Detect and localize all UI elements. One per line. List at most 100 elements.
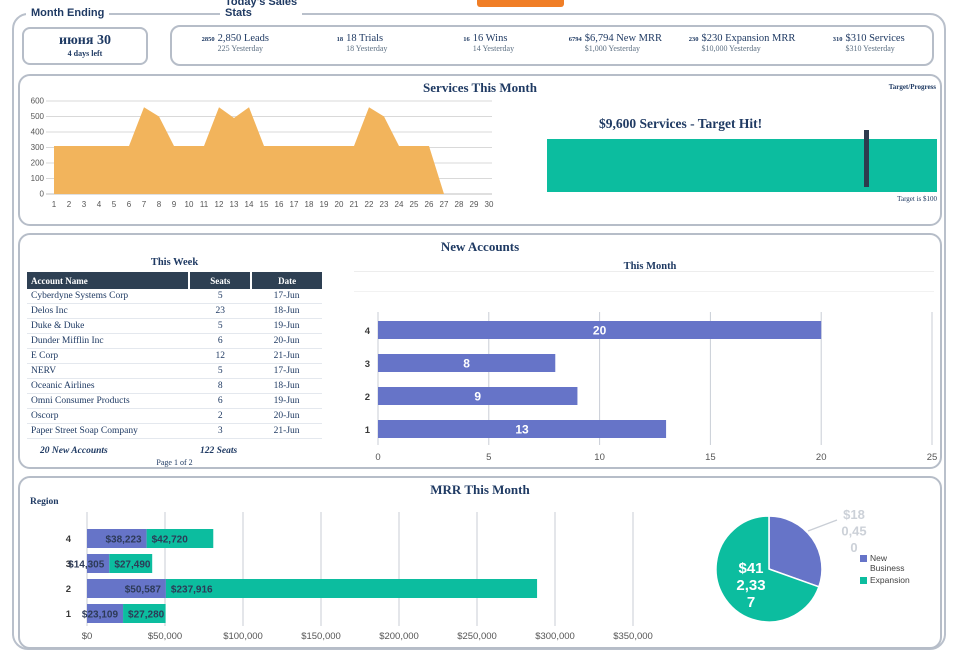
svg-text:$100,000: $100,000 [223,631,263,642]
svg-text:21: 21 [350,200,359,209]
svg-text:20: 20 [335,200,344,209]
account-name: Delos Inc [27,303,190,319]
month-ending-date: июня 30 [59,33,111,48]
svg-text:$237,916: $237,916 [171,585,213,596]
services-progress-bar [547,139,937,192]
bar-segment-expansion [123,604,166,623]
kpi-item: 18 18 Trials 18 Yesterday [299,27,426,64]
svg-text:16: 16 [275,200,284,209]
bar [378,321,822,339]
kpi-label: 18 Trials [346,33,384,44]
date: 17-Jun [251,363,322,379]
new-accounts-section: New Accounts This Week This Month Accoun… [18,233,942,469]
svg-text:$38,223: $38,223 [105,535,142,546]
bar [378,387,578,405]
kpi-mini-value: 6794 [568,36,582,43]
this-month-label: This Month [623,261,677,272]
svg-text:2: 2 [66,584,71,595]
svg-text:8: 8 [157,200,162,209]
svg-text:20: 20 [593,324,607,338]
legend-item: New Business [860,553,938,573]
svg-text:18: 18 [305,200,314,209]
account-name: Oscorp [27,408,190,424]
svg-text:500: 500 [31,112,45,121]
kpi-label: $230 Expansion MRR [701,33,796,44]
kpi-item: 310 $310 Services $310 Yesterday [805,27,932,64]
kpi-mini-value: 230 [688,36,699,43]
svg-text:$350,000: $350,000 [613,631,653,642]
kpi-label: $6,794 New MRR [584,33,662,44]
mrr-section: MRR This Month Region $0 $50,000 $100,000 $… [18,476,942,649]
account-name: Dunder Mifflin Inc [27,333,190,349]
svg-text:2: 2 [365,392,370,403]
kpi-mini-value: 310 [832,36,843,43]
seats: 5 [189,363,252,379]
seats: 8 [189,378,252,394]
new-accounts-title: New Accounts [440,239,520,254]
account-name: Duke & Duke [27,318,190,334]
mrr-stacked-bar-chart: $0 $50,000 $100,000 $150,000 $200,000 $250,00… [66,512,653,642]
date: 19-Jun [251,318,322,334]
svg-text:0: 0 [40,190,45,199]
kpi-label: $310 Services [845,33,905,44]
sales-stats-label: Today's Sales Stats [220,0,303,19]
svg-text:$42,720: $42,720 [152,535,189,546]
svg-text:2: 2 [67,200,72,209]
legend-swatch [860,555,867,562]
days-left: 4 days left [67,49,103,58]
svg-text:4: 4 [365,326,371,337]
total-new-accounts: 20 New Accounts [40,446,108,456]
svg-text:$50,000: $50,000 [148,631,182,642]
svg-text:13: 13 [515,423,529,437]
pie-slice-expansion [715,515,820,623]
svg-text:4: 4 [66,534,72,545]
kpi-yesterday: 18 Yesterday [346,44,388,53]
seats: 5 [189,289,252,304]
svg-text:24: 24 [395,200,404,209]
account-name: E Corp [27,348,190,364]
svg-text:0: 0 [375,452,380,463]
table-row: Duke & Duke 5 19-Jun [27,318,322,334]
bar-segment-expansion [165,579,538,598]
date: 21-Jun [251,423,322,439]
services-target-footnote: Target is $100 [897,195,937,203]
svg-text:14: 14 [245,200,254,209]
svg-text:600: 600 [31,97,45,106]
legend-item: Expansion [860,575,938,586]
date: 18-Jun [251,378,322,394]
pie-label-new-business: $18 0,45 0 [841,507,866,555]
seats: 6 [189,333,252,349]
svg-text:12: 12 [215,200,224,209]
svg-text:1: 1 [365,425,371,436]
svg-text:3: 3 [66,559,71,570]
column-header: Date [250,272,322,289]
target-progress-label: Target/Progress [888,83,936,91]
svg-text:30: 30 [485,200,494,209]
table-row: E Corp 12 21-Jun [27,348,322,364]
kpi-label: 16 Wins [472,33,508,44]
svg-text:$250,000: $250,000 [457,631,497,642]
accounts-table-header: Account Name Seats Date [27,272,322,289]
seats: 12 [189,348,252,364]
svg-text:28: 28 [455,200,464,209]
bar [378,420,667,438]
svg-text:5: 5 [486,452,491,463]
svg-text:27: 27 [440,200,449,209]
bar-segment-new-business [87,554,110,573]
orange-accent-tab[interactable] [477,0,564,7]
svg-text:23: 23 [380,200,389,209]
kpi-yesterday: $310 Yesterday [845,44,895,53]
svg-text:200: 200 [31,159,45,168]
sales-stats-label-line1: Today's Sales [225,0,298,8]
date: 18-Jun [251,303,322,319]
svg-text:25: 25 [927,452,938,463]
bar-segment-new-business [87,579,166,598]
account-name: Paper Street Soap Company [27,423,190,439]
table-row: Delos Inc 23 18-Jun [27,303,322,319]
svg-text:$27,280: $27,280 [128,610,165,621]
table-row: NERV 5 17-Jun [27,363,322,379]
dashboard-outer-border [12,13,946,650]
month-ending-label: Month Ending [26,8,110,19]
kpi-item: 16 16 Wins 14 Yesterday [425,27,552,64]
